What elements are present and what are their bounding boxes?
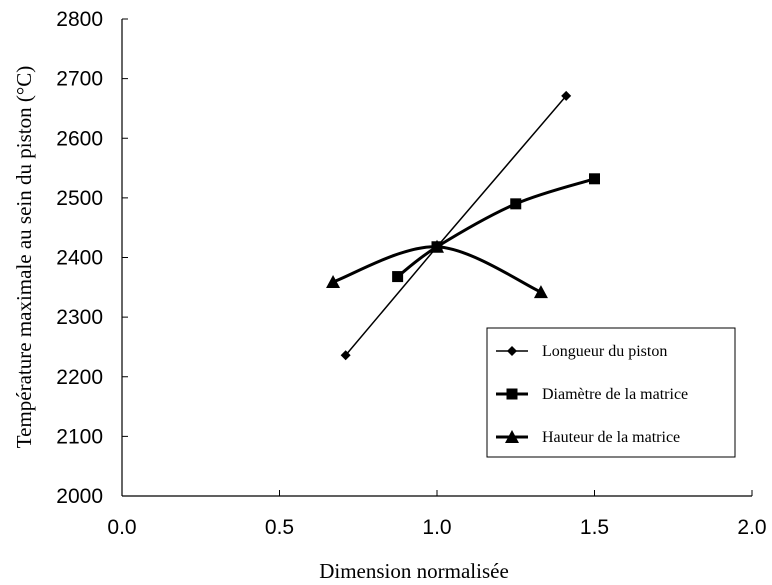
- y-tick-label: 2700: [56, 68, 103, 91]
- legend-label: Hauteur de la matrice: [542, 429, 680, 446]
- data-point: [589, 173, 600, 185]
- plot-series: [326, 90, 600, 361]
- legend-label: Diamètre de la matrice: [542, 386, 688, 403]
- legend-marker-diamond-icon: [507, 346, 517, 356]
- x-axis-label: Dimension normalisée: [319, 559, 509, 583]
- y-tick-label: 2400: [56, 247, 103, 270]
- data-point: [533, 285, 548, 299]
- y-tick-label: 2100: [56, 425, 103, 448]
- series-line: [396, 177, 595, 278]
- axes: [121, 18, 753, 497]
- y-axis-label: Température maximale au sein du piston (…: [12, 66, 36, 448]
- y-tick-label: 2300: [56, 306, 103, 329]
- x-tick-label: 0.0: [107, 516, 136, 539]
- y-tick-label: 2000: [56, 485, 103, 508]
- series-line: [345, 95, 567, 356]
- legend-marker-square-icon: [506, 388, 518, 400]
- legend: Longueur du piston Diamètre de la matrice…: [486, 327, 736, 458]
- legend-marker-triangle-icon: [505, 430, 519, 443]
- series-square: [392, 173, 600, 283]
- data-point: [340, 350, 351, 361]
- x-tick-label: 1.5: [580, 516, 609, 539]
- series-triangle: [326, 239, 548, 299]
- y-tick-labels: 2000 2100 2200 2300 2400 2500 2600 2700 2800: [56, 8, 103, 508]
- y-tick-label: 2600: [56, 127, 103, 150]
- data-point: [510, 198, 522, 210]
- y-tick-label: 2500: [56, 187, 103, 210]
- data-point: [392, 271, 404, 283]
- x-tick-labels: 0.0 0.5 1.0 1.5 2.0: [107, 516, 766, 539]
- data-point: [561, 90, 572, 101]
- x-tick-label: 0.5: [265, 516, 294, 539]
- x-tick-label: 2.0: [737, 516, 766, 539]
- y-tick-label: 2800: [56, 8, 103, 31]
- data-point: [326, 274, 341, 288]
- legend-box: [486, 327, 736, 458]
- x-tick-label: 1.0: [422, 516, 451, 539]
- y-tick-label: 2200: [56, 366, 103, 389]
- series-diamond: [340, 90, 572, 361]
- legend-label: Longueur du piston: [542, 343, 667, 360]
- data-point: [430, 239, 444, 253]
- series-line: [332, 245, 542, 294]
